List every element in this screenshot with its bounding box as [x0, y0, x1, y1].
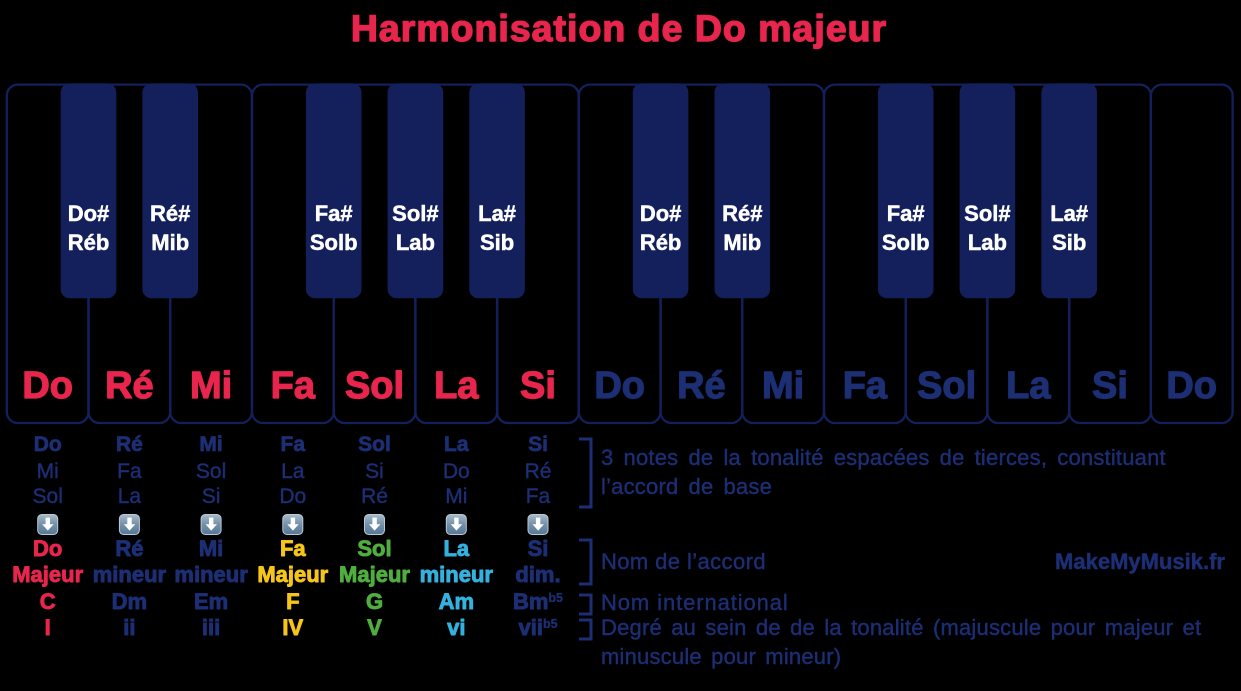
svg-text:Do: Do — [594, 365, 645, 407]
svg-text:Fa#: Fa# — [887, 201, 925, 226]
svg-text:Solb: Solb — [310, 230, 358, 255]
svg-text:F: F — [286, 589, 299, 614]
svg-text:Sol: Sol — [358, 433, 391, 456]
svg-text:Mib: Mib — [151, 230, 189, 255]
svg-text:Do: Do — [22, 365, 73, 407]
svg-text:Mi: Mi — [199, 433, 222, 456]
svg-text:Si: Si — [520, 365, 556, 407]
svg-text:La: La — [444, 433, 469, 456]
svg-text:Sol: Sol — [33, 485, 63, 508]
svg-text:mineur: mineur — [93, 562, 167, 587]
svg-text:Do: Do — [34, 433, 62, 456]
svg-text:Fa: Fa — [281, 433, 306, 456]
svg-text:I: I — [45, 615, 51, 640]
svg-text:Ré: Ré — [115, 536, 143, 561]
svg-text:Mi: Mi — [199, 536, 223, 561]
svg-text:Si: Si — [1092, 365, 1128, 407]
svg-text:IV: IV — [282, 615, 303, 640]
svg-text:l’accord de base: l’accord de base — [601, 474, 772, 499]
svg-text:La: La — [281, 460, 305, 483]
svg-text:minuscule pour mineur): minuscule pour mineur) — [601, 644, 841, 669]
svg-text:3 notes de la tonalité espacée: 3 notes de la tonalité espacées de tierc… — [601, 445, 1166, 470]
svg-text:Si: Si — [365, 460, 384, 483]
svg-text:La: La — [443, 536, 469, 561]
svg-text:Majeur: Majeur — [339, 562, 410, 587]
svg-text:Ré#: Ré# — [150, 201, 190, 226]
svg-text:Sol: Sol — [345, 365, 404, 407]
svg-text:Majeur: Majeur — [12, 562, 83, 587]
svg-text:Sib: Sib — [1052, 230, 1086, 255]
svg-text:MakeMyMusik.fr: MakeMyMusik.fr — [1055, 549, 1225, 574]
svg-text:La: La — [434, 365, 479, 407]
svg-text:Harmonisation de Do majeur: Harmonisation de Do majeur — [351, 7, 887, 49]
svg-text:Dm: Dm — [112, 589, 147, 614]
svg-text:Si: Si — [202, 485, 221, 508]
svg-text:La: La — [1006, 365, 1051, 407]
svg-text:Sol#: Sol# — [392, 201, 438, 226]
svg-text:Degré au sein de de la tonalit: Degré au sein de de la tonalité (majuscu… — [601, 615, 1201, 640]
svg-text:Nom international: Nom international — [601, 590, 789, 615]
svg-text:Ré: Ré — [116, 433, 143, 456]
svg-text:Nom de l’accord: Nom de l’accord — [601, 549, 766, 574]
svg-text:ii: ii — [123, 615, 135, 640]
svg-text:V: V — [367, 615, 382, 640]
svg-text:Ré: Ré — [105, 365, 154, 407]
svg-text:Sib: Sib — [480, 230, 514, 255]
svg-text:Sol: Sol — [917, 365, 976, 407]
svg-text:Si: Si — [528, 536, 549, 561]
svg-text:Lab: Lab — [396, 230, 435, 255]
svg-text:Do: Do — [33, 536, 62, 561]
svg-text:Solb: Solb — [882, 230, 930, 255]
svg-text:Si: Si — [528, 433, 548, 456]
svg-text:Do#: Do# — [640, 201, 682, 226]
svg-text:Fa#: Fa# — [315, 201, 353, 226]
svg-text:Ré: Ré — [677, 365, 726, 407]
svg-text:Fa: Fa — [843, 365, 888, 407]
svg-text:Ré: Ré — [525, 460, 552, 483]
svg-text:Do#: Do# — [68, 201, 110, 226]
svg-text:iii: iii — [202, 615, 220, 640]
svg-text:Majeur: Majeur — [257, 562, 328, 587]
svg-text:Mi: Mi — [762, 365, 804, 407]
svg-text:La: La — [118, 485, 142, 508]
svg-text:Do: Do — [279, 485, 306, 508]
svg-text:Mi: Mi — [37, 460, 59, 483]
svg-text:Fa: Fa — [271, 365, 316, 407]
svg-text:Am: Am — [439, 589, 474, 614]
svg-text:Sol: Sol — [357, 536, 391, 561]
svg-text:Em: Em — [194, 589, 228, 614]
svg-text:Do: Do — [1166, 365, 1217, 407]
svg-text:Mi: Mi — [190, 365, 232, 407]
svg-text:Fa: Fa — [117, 460, 142, 483]
svg-text:Sol: Sol — [196, 460, 226, 483]
svg-text:Ré#: Ré# — [722, 201, 762, 226]
svg-text:La#: La# — [478, 201, 516, 226]
svg-text:C: C — [40, 589, 56, 614]
svg-text:Do: Do — [443, 460, 470, 483]
svg-text:mineur: mineur — [174, 562, 248, 587]
svg-text:Réb: Réb — [68, 230, 110, 255]
svg-text:Réb: Réb — [640, 230, 682, 255]
svg-text:dim.: dim. — [515, 562, 560, 587]
svg-text:La#: La# — [1050, 201, 1088, 226]
svg-text:Fa: Fa — [280, 536, 306, 561]
svg-text:vi: vi — [447, 615, 465, 640]
svg-text:Mib: Mib — [723, 230, 761, 255]
svg-text:G: G — [366, 589, 383, 614]
svg-text:Ré: Ré — [361, 485, 388, 508]
svg-text:Sol#: Sol# — [964, 201, 1010, 226]
svg-text:Mi: Mi — [445, 485, 467, 508]
svg-text:Lab: Lab — [968, 230, 1007, 255]
svg-text:Fa: Fa — [526, 485, 551, 508]
svg-text:mineur: mineur — [420, 562, 494, 587]
